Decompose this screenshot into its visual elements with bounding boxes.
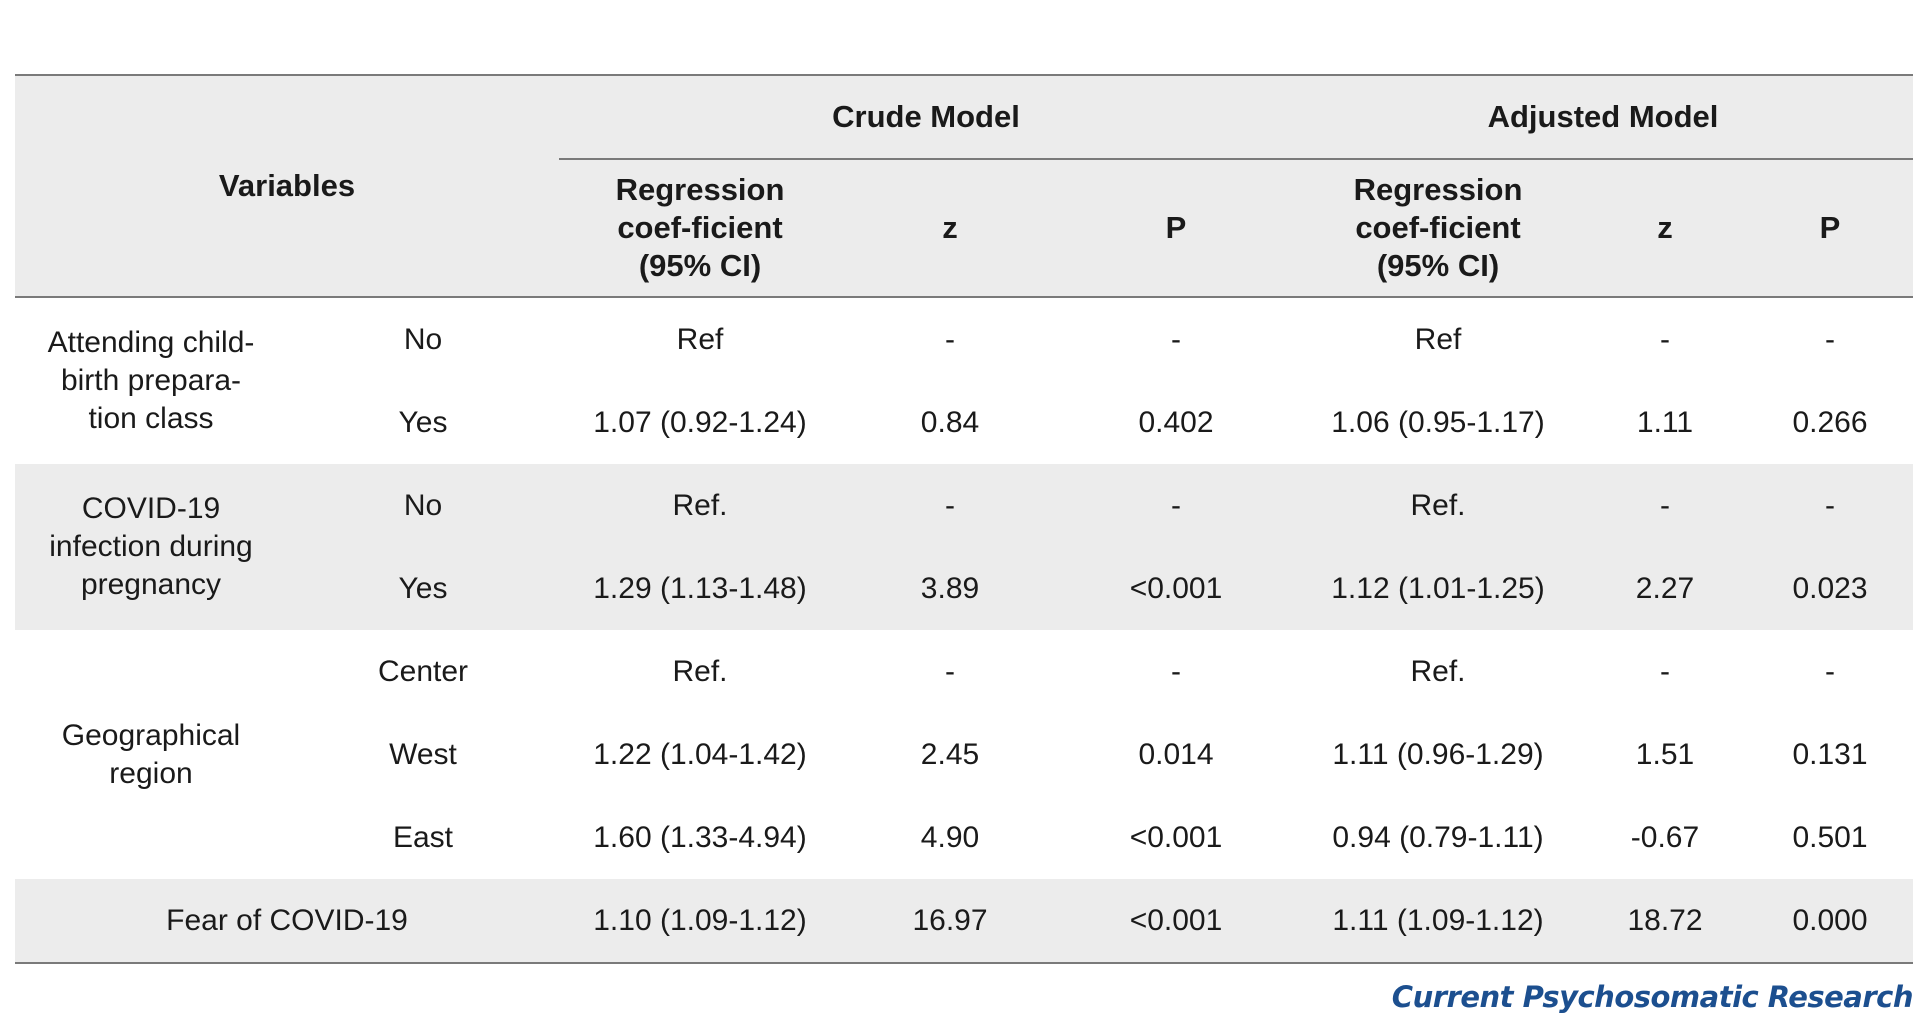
table-row: Attending child-birth prepara-tion class… [15,297,1913,436]
adj-p-cell: 0.501 [1792,820,1868,854]
crude-z-cell: - [945,322,955,356]
table-row: Geographical region Center Ref. - - Ref.… [15,630,1913,790]
level-cell: Center [377,654,469,688]
table-row: COVID-19 infection during pregnancy No R… [15,464,1914,630]
header-crude-model: Crude Model [559,75,1293,160]
adj-coef-cell: 1.11 (0.96-1.29) [1332,737,1544,771]
adj-z-cell: - [1660,654,1670,688]
adj-coef-cell: 1.06 (0.95-1.17) [1331,405,1545,439]
adj-z-cell: 1.51 [1635,737,1695,771]
adj-p-cell: 0.131 [1792,737,1868,771]
adj-z-cell: 2.27 [1583,547,1747,630]
variable-cell: Geographical region [61,718,241,790]
header-crude-p: P [1165,210,1187,245]
crude-coef-cell: 1.07 (0.92-1.24) [593,405,807,439]
crude-coef-cell: 1.22 (1.04-1.42) [593,737,807,771]
crude-p-cell: 0.402 [1138,405,1214,439]
crude-z-cell: 3.89 [841,547,1059,630]
crude-coef-cell: 1.10 (1.09-1.12) [559,879,841,963]
header-adjusted-model: Adjusted Model [1293,75,1914,160]
header-row-models: Variables Crude Model Adjusted Model [15,75,1914,298]
adj-coef-cell: Ref. [1293,464,1583,547]
crude-z-cell: 0.84 [920,405,980,439]
crude-p-cell: - [1059,464,1293,547]
adj-z-cell: - [1583,464,1747,547]
crude-z-cell: - [841,464,1059,547]
adj-p-cell: - [1747,464,1914,547]
adj-z-cell: -0.67 [1630,820,1700,854]
adj-z-cell: 1.11 [1636,405,1694,439]
adj-coef-cell: 0.94 (0.79-1.11) [1332,820,1544,854]
crude-z-cell: - [945,654,955,688]
level-cell: East [392,820,454,854]
header-crude-coef: Regression coef-ficient (95% CI) [615,172,785,283]
crude-p-cell: <0.001 [1059,547,1293,630]
table-row: East 1.60 (1.33-4.94) 4.90 <0.001 0.94 (… [15,796,1913,879]
table-row-fear: Fear of COVID-19 1.10 (1.09-1.12) 16.97 … [15,879,1914,963]
crude-p-cell: <0.001 [1129,820,1223,854]
regression-table: Variables Crude Model Adjusted Model Reg… [15,74,1914,964]
variable-cell: COVID-19 infection during pregnancy [15,464,287,630]
crude-p-cell: - [1171,322,1181,356]
table-row: Yes 1.29 (1.13-1.48) 3.89 <0.001 1.12 (1… [15,547,1914,630]
level-cell: West [389,737,457,771]
adj-z-cell: 18.72 [1583,879,1747,963]
crude-coef-cell: Ref [676,322,724,356]
adj-p-cell: 0.266 [1792,405,1868,439]
adj-coef-cell: 1.12 (1.01-1.25) [1293,547,1583,630]
level-cell: No [287,464,559,547]
crude-coef-cell: 1.60 (1.33-4.94) [593,820,807,854]
level-cell: No [403,322,443,356]
adj-coef-cell: Ref. [1410,654,1466,688]
adj-p-cell: 0.023 [1747,547,1914,630]
adj-p-cell: - [1825,654,1835,688]
crude-p-cell: - [1171,654,1181,688]
header-crude-z: z [942,210,958,245]
level-cell: Yes [398,405,448,439]
header-adj-z: z [1657,210,1673,245]
crude-coef-cell: Ref. [559,464,841,547]
crude-coef-cell: Ref. [672,654,728,688]
crude-z-cell: 4.90 [920,820,980,854]
header-adj-p: P [1819,210,1841,245]
adj-coef-cell: Ref [1414,322,1462,356]
regression-table-container: Variables Crude Model Adjusted Model Reg… [15,74,1914,964]
adj-p-cell: - [1825,322,1835,356]
table-row: West 1.22 (1.04-1.42) 2.45 0.014 1.11 (0… [15,713,1913,796]
crude-p-cell: <0.001 [1059,879,1293,963]
table-row: Yes 1.07 (0.92-1.24) 0.84 0.402 1.06 (0.… [15,381,1913,464]
header-variables: Variables [15,75,559,298]
crude-z-cell: 2.45 [920,737,980,771]
level-cell: Yes [287,547,559,630]
adj-coef-cell: 1.11 (1.09-1.12) [1293,879,1583,963]
variable-cell: Fear of COVID-19 [15,879,559,963]
crude-p-cell: 0.014 [1138,737,1214,771]
adj-z-cell: - [1660,322,1670,356]
crude-coef-cell: 1.29 (1.13-1.48) [559,547,841,630]
crude-z-cell: 16.97 [841,879,1059,963]
header-adj-coef: Regression coef-ficient (95% CI) [1353,172,1523,283]
variable-cell: Attending child-birth prepara-tion class [47,326,255,435]
adj-p-cell: 0.000 [1747,879,1914,963]
journal-brand: Current Psychosomatic Research [1391,980,1914,1014]
